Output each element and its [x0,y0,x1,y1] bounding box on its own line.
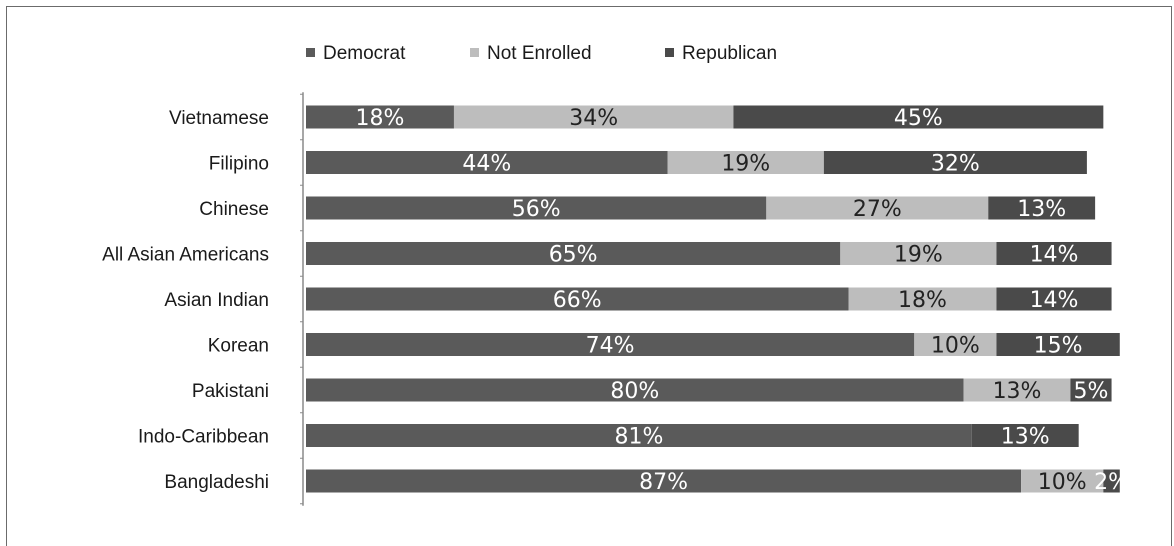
bar-democrat-pakistani [306,378,964,402]
bar-republican-bangladeshi [1103,469,1120,493]
data-label-democrat-vietnamese: 18% [356,106,405,131]
data-label-not-enrolled-vietnamese: 34% [569,106,618,131]
bar-republican-korean [996,333,1120,356]
data-label-republican-chinese: 13% [1017,197,1066,222]
category-label-pakistani: Pakistani [192,381,269,402]
bar-not-enrolled-bangladeshi [1021,469,1104,493]
legend-swatch-not-enrolled [470,48,479,57]
data-label-not-enrolled-all-asian-americans: 19% [894,243,943,268]
data-label-democrat-bangladeshi: 87% [639,470,688,495]
bar-republican-indo-caribbean [971,424,1079,447]
data-label-not-enrolled-bangladeshi: 10% [1038,470,1087,495]
bar-republican-asian-indian [996,287,1112,311]
data-label-democrat-pakistani: 80% [610,379,659,404]
bar-republican-all-asian-americans [996,242,1112,265]
data-label-democrat-chinese: 56% [512,197,561,222]
bar-not-enrolled-vietnamese [453,105,734,129]
data-label-republican-pakistani: 5% [1074,379,1109,404]
data-label-not-enrolled-pakistani: 13% [993,379,1042,404]
bar-democrat-all-asian-americans [306,242,841,265]
data-label-democrat-indo-caribbean: 81% [614,425,663,450]
legend-label-not-enrolled: Not Enrolled [487,43,592,64]
bar-not-enrolled-korean [914,333,997,356]
data-label-not-enrolled-filipino: 19% [721,152,770,177]
data-label-republican-all-asian-americans: 14% [1030,243,1079,268]
bar-republican-pakistani [1070,378,1112,402]
category-label-korean: Korean [208,336,269,357]
bar-series [306,105,1120,493]
data-label-republican-indo-caribbean: 13% [1001,425,1050,450]
data-label-republican-filipino: 32% [931,152,980,177]
y-axis [300,92,304,506]
chart-legend: Democrat Not Enrolled Republican [306,43,777,64]
data-labels: 18% 34% 45% 44% 19% 32% 56% 27% 13% 65% 19% 14% 66% 1… [356,106,1129,495]
data-label-democrat-filipino: 44% [462,152,511,177]
legend-swatch-republican [665,48,674,57]
category-label-filipino: Filipino [209,154,269,175]
data-label-not-enrolled-korean: 10% [931,334,980,359]
bar-democrat-indo-caribbean [306,424,972,447]
data-label-republican-asian-indian: 14% [1030,288,1079,313]
bar-republican-chinese [988,196,1096,220]
bar-not-enrolled-all-asian-americans [840,242,997,265]
data-label-republican-bangladeshi: 2% [1094,470,1129,495]
bar-not-enrolled-chinese [766,196,989,220]
legend-label-republican: Republican [682,43,777,64]
legend-label-democrat: Democrat [323,43,406,64]
data-label-not-enrolled-asian-indian: 18% [898,288,947,313]
data-label-democrat-all-asian-americans: 65% [549,243,598,268]
bar-republican-filipino [823,151,1087,174]
data-label-democrat-korean: 74% [586,334,635,359]
data-label-republican-korean: 15% [1034,334,1083,359]
bar-democrat-filipino [306,151,668,174]
category-label-all-asian-americans: All Asian Americans [102,245,269,266]
bar-not-enrolled-pakistani [963,378,1071,402]
chart-frame [6,6,1172,546]
category-label-indo-caribbean: Indo-Caribbean [138,427,269,448]
bar-not-enrolled-filipino [667,151,824,174]
bar-democrat-chinese [306,196,767,220]
category-labels: Vietnamese Filipino Chinese All Asian Ameri… [102,108,269,493]
category-label-chinese: Chinese [199,199,269,220]
category-label-vietnamese: Vietnamese [169,108,269,129]
data-label-not-enrolled-chinese: 27% [853,197,902,222]
bar-democrat-vietnamese [306,105,454,129]
bar-democrat-asian-indian [306,287,849,311]
data-label-republican-vietnamese: 45% [894,106,943,131]
category-label-bangladeshi: Bangladeshi [164,472,269,493]
bar-republican-vietnamese [733,105,1104,129]
data-label-democrat-asian-indian: 66% [553,288,602,313]
category-label-asian-indian: Asian Indian [164,290,269,311]
legend-swatch-democrat [306,48,315,57]
bar-not-enrolled-asian-indian [848,287,997,311]
bar-democrat-korean [306,333,915,356]
bar-democrat-bangladeshi [306,469,1022,493]
